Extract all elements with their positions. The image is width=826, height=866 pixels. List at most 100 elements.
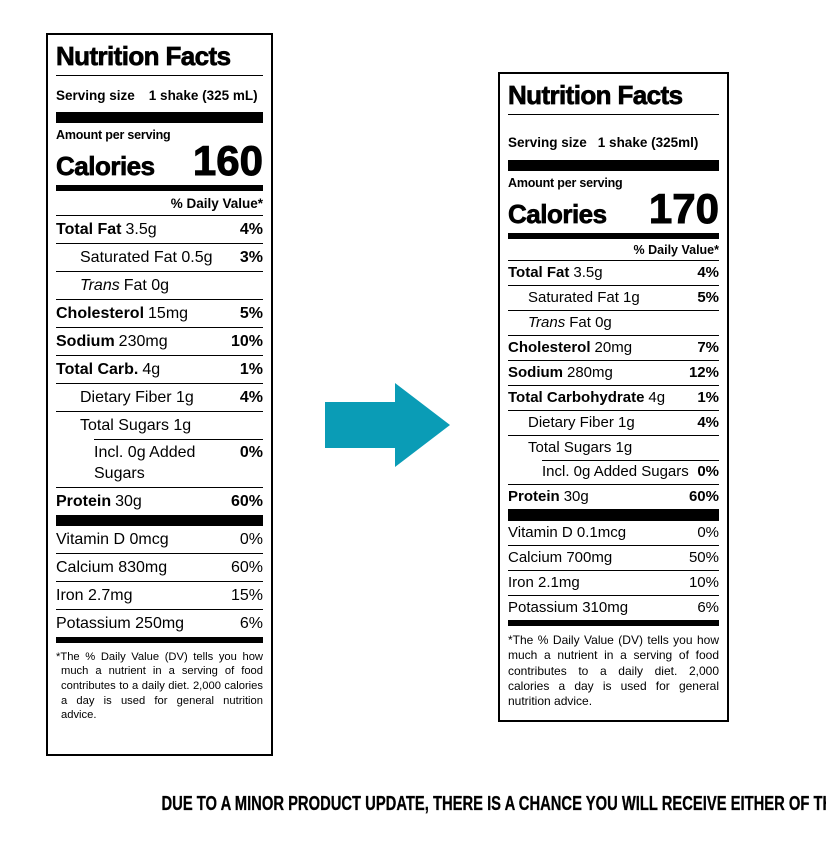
nutrient-name: Protein (56, 492, 112, 510)
nutrient-row: Incl. 0g Added Sugars 0% (508, 459, 719, 484)
nutrient-name-italic: Trans (528, 313, 566, 331)
nutrient-name: Protein (508, 487, 560, 505)
daily-value-percent: 10% (230, 332, 263, 350)
nutrient-row: Total Fat 3.5g 4% (508, 259, 719, 285)
daily-value-percent: 4% (697, 413, 719, 431)
vitamin-row: Potassium 310mg 6% (508, 594, 719, 620)
nutrient-amount: 280mg (567, 363, 613, 381)
nutrient-row: Trans Fat 0g (508, 309, 719, 335)
daily-value-percent: 5% (239, 304, 263, 322)
vitamin-row: Calcium 700mg 50% (508, 544, 719, 570)
nutrient-row: Sodium 280mg 12% (508, 359, 719, 385)
vitamin-name: Iron 2.7mg (56, 586, 133, 604)
nutrient-name: Incl. 0g Added Sugars (94, 443, 196, 482)
vitamin-row: Iron 2.1mg 10% (508, 569, 719, 595)
vitamin-name: Iron 2.1mg (508, 573, 580, 591)
divider-bar (508, 619, 719, 626)
arrow-right-icon (325, 383, 450, 467)
daily-value-percent: 5% (697, 288, 719, 306)
divider-bar (56, 636, 263, 643)
calories-label: Calories (508, 198, 608, 230)
nutrient-row: Total Carb. 4g 1% (56, 354, 263, 383)
footnote: *The % Daily Value (DV) tells you how mu… (508, 632, 719, 709)
serving-size-label: Serving size (56, 87, 135, 103)
nutrient-row: Protein 30g 60% (508, 483, 719, 509)
vitamin-name: Potassium 250mg (56, 614, 185, 632)
nutrient-list: Total Fat 3.5g 4% Saturated Fat 1g 5% Tra… (508, 259, 719, 509)
vitamin-name: Calcium 830mg (56, 558, 168, 576)
nutrient-row: Saturated Fat 0.5g 3% (56, 242, 263, 271)
serving-size-label: Serving size (508, 134, 587, 150)
nutrient-name: Total Carb. (56, 360, 139, 378)
calories-row: Calories 160 (56, 136, 264, 185)
nutrient-amount: 4g (142, 360, 161, 378)
nutrient-amount: 30g (115, 492, 142, 510)
daily-value-percent: 0% (239, 530, 263, 548)
nutrient-name: Total Fat (508, 263, 570, 281)
nutrient-name: Cholesterol (508, 338, 591, 356)
serving-size-row: Serving size 1 shake (325 mL) (56, 76, 263, 112)
daily-value-percent: 60% (230, 492, 263, 510)
amount-per-serving-label: Amount per serving (56, 127, 171, 142)
nutrient-row: Total Sugars 1g (508, 434, 719, 460)
nutrient-amount: 15mg (148, 304, 189, 322)
divider-bar (56, 111, 263, 123)
nutrient-row: Incl. 0g Added Sugars 0% (56, 438, 263, 487)
nutrient-name-italic: Trans (80, 276, 120, 294)
daily-value-percent: 6% (697, 598, 719, 616)
nutrient-row: Dietary Fiber 1g 4% (508, 409, 719, 435)
nutrient-row: Protein 30g 60% (56, 486, 263, 515)
nutrient-list: Total Fat 3.5g 4% Saturated Fat 0.5g 3% T… (56, 214, 263, 515)
nutrient-row: Total Sugars 1g (56, 410, 263, 439)
nutrient-row: Cholesterol 15mg 5% (56, 298, 263, 327)
nutrient-amount: 3.5g (573, 263, 603, 281)
nutrient-name: Fat 0g (569, 313, 612, 331)
divider-bar (508, 232, 719, 239)
daily-value-percent: 7% (697, 338, 719, 356)
calories-value: 160 (192, 136, 263, 184)
daily-value-percent: 4% (239, 388, 263, 406)
label-title: Nutrition Facts (56, 40, 263, 76)
serving-size-row: Serving size 1 shake (325ml) (508, 115, 719, 160)
nutrient-row: Total Carbohydrate 4g 1% (508, 384, 719, 410)
vitamin-row: Vitamin D 0.1mcg 0% (508, 521, 719, 545)
divider-bar (56, 514, 263, 526)
nutrient-amount: 30g (563, 487, 589, 505)
daily-value-percent: 12% (688, 363, 719, 381)
vitamin-name: Potassium 310mg (508, 598, 629, 616)
daily-value-percent: 60% (230, 558, 263, 576)
label-title: Nutrition Facts (508, 79, 719, 115)
daily-value-percent: 1% (697, 388, 719, 406)
nutrient-amount: 230mg (118, 332, 168, 350)
notice-row: DUE TO A MINOR PRODUCT UPDATE, THERE IS … (0, 792, 826, 816)
calories-row: Calories 170 (508, 187, 720, 233)
daily-value-percent: 0% (697, 462, 719, 480)
serving-size-value: 1 shake (325 mL) (148, 87, 258, 103)
footnote: *The % Daily Value (DV) tells you how mu… (56, 650, 263, 722)
daily-value-percent: 50% (688, 548, 719, 566)
nutrient-name: Sodium (56, 332, 115, 350)
nutrient-name: Saturated Fat 1g (528, 288, 640, 306)
vitamin-row: Calcium 830mg 60% (56, 552, 263, 581)
daily-value-header: % Daily Value* (170, 195, 263, 211)
daily-value-percent: 1% (239, 360, 263, 378)
divider-bar (508, 159, 719, 171)
nutrient-row: Sodium 230mg 10% (56, 326, 263, 355)
nutrient-name: Total Sugars 1g (528, 438, 633, 456)
divider-bar (56, 184, 263, 191)
nutrient-name: Total Carbohydrate (508, 388, 645, 406)
daily-value-percent: 3% (239, 248, 263, 266)
amount-per-serving-label: Amount per serving (508, 175, 623, 190)
nutrient-name: Saturated Fat 0.5g (80, 248, 213, 266)
nutrient-row: Saturated Fat 1g 5% (508, 284, 719, 310)
nutrient-amount: 3.5g (125, 220, 157, 238)
nutrient-row: Total Fat 3.5g 4% (56, 214, 263, 243)
nutrient-row: Cholesterol 20mg 7% (508, 334, 719, 360)
nutrient-amount: 4g (648, 388, 666, 406)
nutrient-name: Incl. 0g Added Sugars (542, 462, 689, 480)
nutrient-row: Trans Fat 0g (56, 270, 263, 299)
serving-size-value: 1 shake (325ml) (597, 134, 699, 150)
daily-value-percent: 60% (688, 487, 719, 505)
daily-value-percent: 4% (697, 263, 719, 281)
